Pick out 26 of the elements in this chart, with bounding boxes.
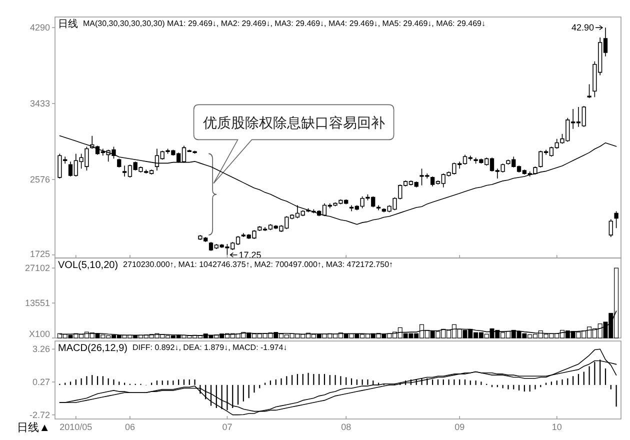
chart-subtitle: DIFF: 0.892↓, DEA: 1.879↓, MACD: -1.974↓	[132, 343, 288, 352]
chart-title: VOL(5,10,20)	[58, 260, 118, 271]
annotation: 优质股除权除息缺口容易回补	[202, 114, 385, 131]
annotation: 17.25	[238, 250, 262, 260]
y-tick-label: 0.27	[32, 376, 50, 387]
chart-subtitle: 2710230.000↑, MA1: 1042746.375↑, MA2: 700497.000↑, MA3: 472172.750↑	[123, 260, 394, 269]
y-tick-label: 3433	[30, 98, 50, 109]
y-tick-label: 3.26	[32, 344, 50, 354]
annotation: 42.90	[571, 22, 594, 33]
y-tick-label: -2.72	[29, 410, 50, 420]
x-tick-label: 09	[454, 422, 465, 432]
x-tick-label: 2010/05	[60, 422, 92, 432]
chart-subtitle: MA(30,30,30,30,30,30) MA1: 29.469↓, MA2: 29.469↓, MA3: 29.469↓, MA4: 29.469↓, MA5: 29.469↓, MA6: 29.469↓	[83, 19, 486, 28]
y-tick-label: 1725	[30, 249, 50, 259]
y-tick-label: 4290	[30, 22, 50, 33]
y-tick-label: X100	[28, 329, 50, 339]
y-tick-label: 13551	[24, 298, 50, 308]
y-tick-label: 2576	[30, 174, 50, 184]
x-tick-label: 06	[124, 422, 135, 432]
x-tick-label: 10	[552, 422, 562, 432]
x-axis-title: 日线▲	[17, 421, 50, 434]
x-tick-label: 08	[341, 422, 352, 432]
chart-title: 日线	[58, 18, 78, 30]
chart-title: MACD(26,12,9)	[58, 343, 128, 354]
y-tick-label: 27102	[24, 263, 50, 274]
x-tick-label: 07	[222, 422, 232, 432]
